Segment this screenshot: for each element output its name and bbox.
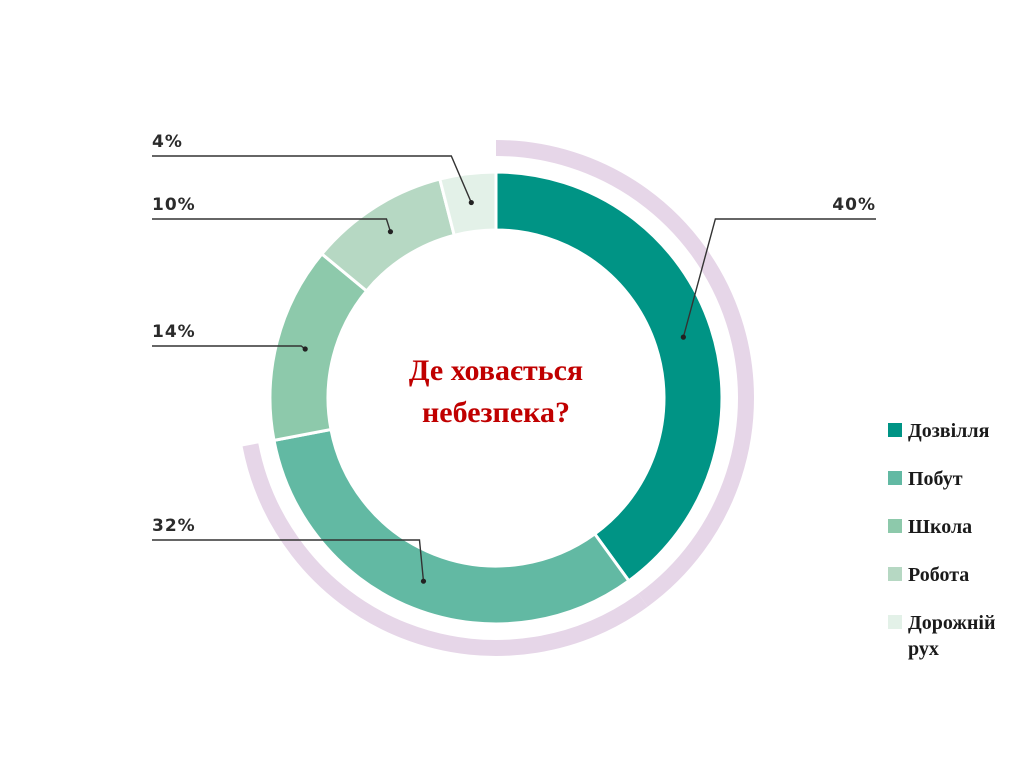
legend-label: Побут: [908, 468, 963, 490]
leader-line-4: [152, 155, 472, 203]
legend-item-pobut: Побут: [888, 466, 1020, 514]
value-label-0: 40%: [832, 195, 876, 215]
legend-item-shkola: Школа: [888, 514, 1020, 562]
leader-line-0: [682, 218, 876, 338]
legend-item-robota: Робота: [888, 562, 1020, 610]
legend-label: Школа: [908, 516, 973, 538]
legend-label: Дозвілля: [908, 420, 990, 442]
highlight-arc-1: [242, 443, 648, 656]
legend-label: Дорожній рух: [908, 612, 996, 660]
legend-swatch: [888, 519, 902, 533]
slice-2: [268, 251, 369, 443]
leader-dot-3: [387, 229, 394, 235]
chart-legend: Дозвілля Побут Школа Робота Дорожній рух: [888, 418, 1020, 660]
leader-dot-0: [680, 334, 686, 340]
value-label-1: 32%: [152, 516, 196, 536]
slice-0: [494, 170, 724, 583]
slice-4: [437, 170, 498, 238]
value-label-3: 10%: [152, 195, 196, 215]
slice-1: [272, 427, 631, 626]
center-title-line-0: Де ховається: [409, 354, 583, 387]
highlight-arc-0: [495, 140, 754, 607]
value-label-4: 4%: [152, 132, 183, 152]
leader-line-3: [152, 218, 392, 232]
leader-dot-1: [420, 578, 427, 584]
legend-swatch: [888, 423, 902, 437]
leader-dot-2: [302, 346, 308, 352]
legend-label: Робота: [908, 564, 970, 586]
leader-dot-4: [468, 199, 474, 206]
leader-line-1: [152, 539, 425, 582]
legend-item-dorozhniy-rukh: Дорожній рух: [888, 610, 1020, 660]
value-label-2: 14%: [152, 322, 196, 342]
legend-swatch: [888, 615, 902, 629]
legend-item-dozvillya: Дозвілля: [888, 418, 1020, 466]
center-title-line-1: небезпека?: [422, 396, 570, 429]
legend-swatch: [888, 567, 902, 581]
legend-swatch: [888, 471, 902, 485]
